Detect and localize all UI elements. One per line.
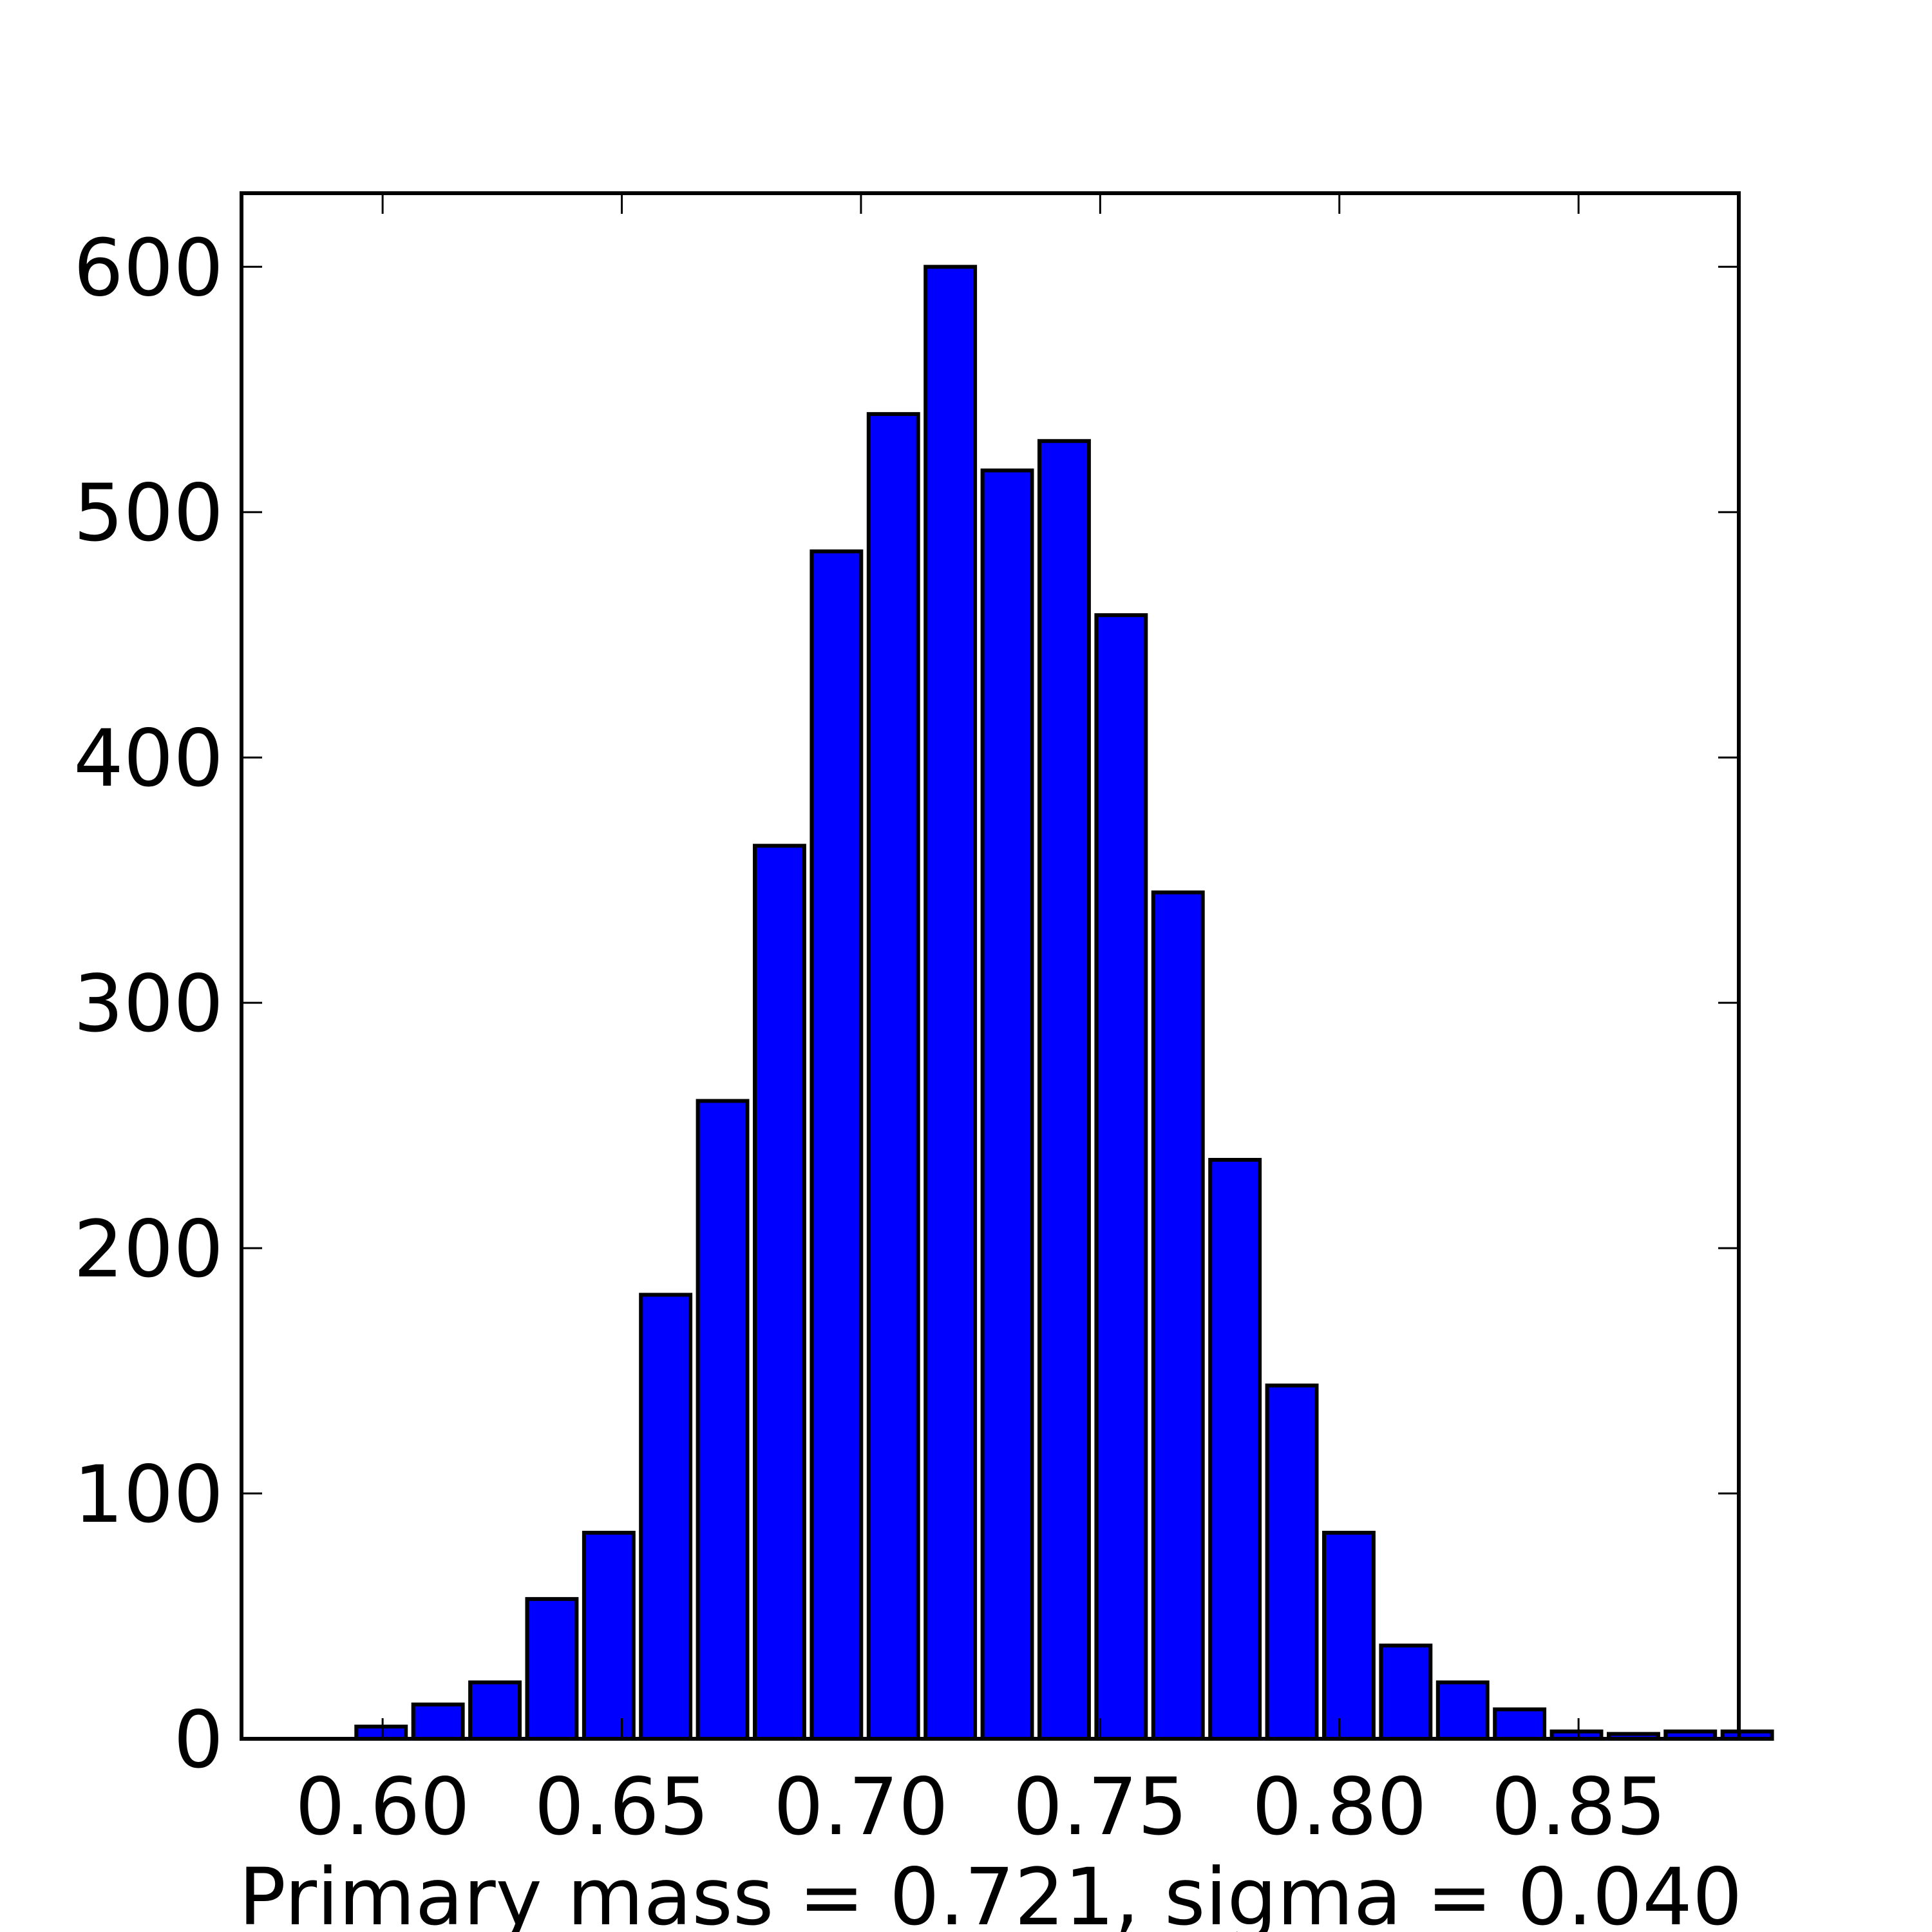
bars-group	[354, 265, 1774, 1741]
y-tick-labels: 0 100 200 300 400 500 600	[73, 222, 223, 1786]
y-tick-label: 500	[73, 468, 223, 559]
histogram-bar	[411, 1702, 465, 1741]
x-tick-label: 0.80	[1252, 1761, 1427, 1853]
y-tick-label: 0	[173, 1694, 223, 1786]
histogram-bar	[1435, 1680, 1490, 1741]
y-tick-label: 200	[73, 1204, 223, 1295]
histogram-bar	[1208, 1158, 1262, 1741]
histogram-bar	[1151, 890, 1205, 1741]
histogram-bar	[866, 412, 920, 1741]
histogram-bar	[582, 1531, 636, 1741]
histogram-bar	[639, 1293, 693, 1741]
histogram-bar	[1094, 613, 1148, 1741]
x-tick-label: 0.85	[1491, 1761, 1666, 1853]
x-axis-label: Primary mass = 0.721, sigma = 0.040	[238, 1852, 1742, 1932]
histogram-bar	[1379, 1643, 1433, 1741]
histogram-bar	[1322, 1531, 1376, 1741]
y-tick-label: 400	[73, 713, 223, 804]
x-tick-label: 0.65	[535, 1761, 710, 1853]
histogram-bar	[1720, 1729, 1774, 1741]
histogram-bar	[923, 265, 978, 1741]
histogram-bar	[525, 1596, 579, 1741]
x-tick-label: 0.70	[773, 1761, 949, 1853]
histogram-bar	[468, 1680, 522, 1741]
histogram-bar	[1493, 1707, 1547, 1741]
histogram-bar	[696, 1099, 750, 1741]
histogram-bar	[1265, 1383, 1319, 1741]
x-tick-label: 0.60	[295, 1761, 470, 1853]
x-tick-labels: 0.60 0.65 0.70 0.75 0.80 0.85	[295, 1761, 1666, 1853]
y-tick-label: 600	[73, 222, 223, 314]
histogram-bar	[980, 468, 1034, 1741]
plot-frame	[240, 191, 1741, 1741]
histogram-bar	[1037, 439, 1091, 1741]
histogram-bar	[810, 549, 864, 1741]
y-tick-label: 300	[73, 958, 223, 1050]
y-tick-label: 100	[73, 1449, 223, 1540]
x-tick-label: 0.75	[1012, 1761, 1188, 1853]
histogram-bar	[753, 844, 806, 1741]
